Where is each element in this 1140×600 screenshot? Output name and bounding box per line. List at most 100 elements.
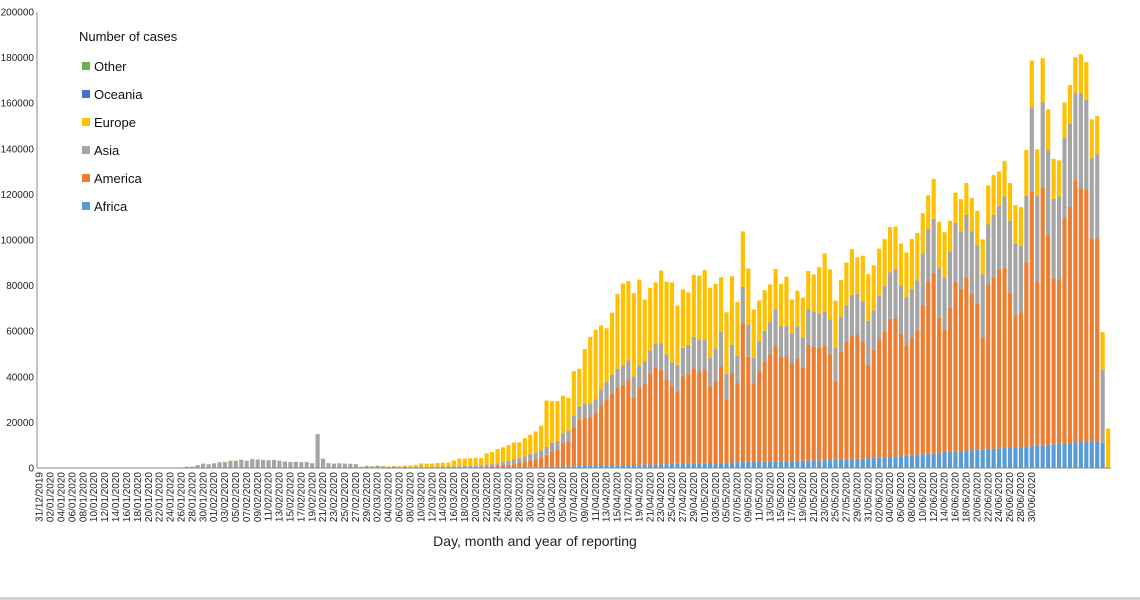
bar-segment-europe <box>1084 62 1089 101</box>
bar-segment-asia <box>997 205 1002 270</box>
bar-segment-europe <box>991 175 996 215</box>
bar-segment-asia <box>904 297 909 346</box>
bar-segment-asia <box>201 463 206 468</box>
bar-segment-europe <box>479 457 484 466</box>
bar-segment-america <box>898 333 904 457</box>
bar-segment-america <box>751 383 756 463</box>
bar-segment-america <box>778 356 784 462</box>
bar-segment-europe <box>631 293 636 377</box>
bar-segment-europe <box>789 299 794 333</box>
x-tick-label: 10/06/2020 <box>918 472 929 522</box>
y-tick-label: 40000 <box>6 372 34 383</box>
bar-segment-asia <box>708 357 713 387</box>
bar-segment-america <box>539 457 544 468</box>
x-tick-label: 03/02/2020 <box>220 472 231 522</box>
bar-segment-europe <box>702 270 707 340</box>
bar-segment-asia <box>1089 158 1094 239</box>
bar-segment-africa <box>991 448 996 468</box>
bar-segment-america <box>511 464 516 468</box>
bar-segment-america <box>631 397 636 466</box>
bar-segment-europe <box>1051 158 1056 199</box>
x-tick-label: 11/04/2020 <box>591 472 602 522</box>
bar-segment-america <box>626 380 631 466</box>
bar-segment-america <box>680 376 685 464</box>
bar-segment-asia <box>484 464 489 467</box>
bar-segment-africa <box>768 461 773 468</box>
bar-segment-america <box>1095 238 1100 442</box>
x-tick-label: 24/01/2020 <box>166 472 177 522</box>
x-tick-label: 31/12/2019 <box>35 472 46 522</box>
bar-segment-america <box>1040 187 1045 446</box>
bar-segment-america <box>757 370 762 463</box>
x-tick-label: 07/05/2020 <box>733 472 744 522</box>
bar-segment-america <box>800 367 805 461</box>
x-tick-label: 05/05/2020 <box>722 472 733 522</box>
bar-segment-africa <box>1040 445 1045 468</box>
bar-segment-africa <box>669 463 675 468</box>
bar-segment-asia <box>326 463 331 468</box>
bar-segment-africa <box>713 462 718 468</box>
bar-segment-europe <box>838 280 844 317</box>
bar-segment-asia <box>440 466 446 468</box>
bar-segment-asia <box>462 465 467 468</box>
bar-segment-asia <box>860 301 865 342</box>
bar-segment-america <box>1078 188 1083 442</box>
bar-segment-america <box>620 384 625 466</box>
bar-segment-america <box>795 358 800 461</box>
bar-segment-asia <box>402 466 407 468</box>
legend-swatch-oceania <box>82 90 90 98</box>
bar-segment-europe <box>582 348 587 404</box>
bar-segment-europe <box>1056 160 1062 197</box>
bar-segment-europe <box>926 195 931 229</box>
bar-segment-america <box>533 459 538 468</box>
bar-segment-europe <box>724 312 729 374</box>
y-axis: 0 20000 40000 60000 80000 100000 120000 140000 1… <box>1 8 38 475</box>
bar-segment-europe <box>806 271 811 310</box>
bar-segment-africa <box>680 463 685 468</box>
bar-segment-africa <box>724 462 729 468</box>
bar-segment-africa <box>729 462 735 468</box>
bar-segment-asia <box>266 460 271 468</box>
x-tick-label: 21/02/2020 <box>318 472 329 522</box>
bar-segment-america <box>588 417 593 466</box>
bar-segment-asia <box>211 463 217 468</box>
bar-segment-europe <box>757 300 762 342</box>
bar-segment-africa <box>718 463 724 468</box>
bar-segment-africa <box>937 452 942 468</box>
bar-segment-asia <box>691 336 696 369</box>
bar-segment-america <box>1084 190 1089 442</box>
x-tick-label: 04/01/2020 <box>57 472 68 522</box>
x-tick-label: 02/06/2020 <box>874 472 885 522</box>
bar-segment-africa <box>828 460 833 468</box>
bar-segment-africa <box>838 459 844 468</box>
bar-segment-europe <box>1040 58 1045 103</box>
bar-segment-america <box>1067 206 1073 443</box>
bar-segment-asia <box>877 295 882 339</box>
bar-segment-europe <box>457 458 462 467</box>
bar-segment-europe <box>1089 119 1094 159</box>
bar-segment-america <box>675 391 680 464</box>
y-tick-label: 80000 <box>6 281 34 292</box>
legend-label-other: Other <box>94 59 127 74</box>
bar-segment-europe <box>566 397 571 431</box>
bar-segment-africa <box>653 464 658 468</box>
y-tick-label: 140000 <box>1 144 35 155</box>
bar-segment-asia <box>833 348 838 381</box>
bar-segment-asia <box>310 463 315 468</box>
bar-segment-asia <box>893 269 898 318</box>
bar-segment-america <box>1046 234 1051 445</box>
bar-segment-asia <box>626 360 631 381</box>
bar-segment-europe <box>451 460 456 467</box>
bar-segment-asia <box>190 466 195 468</box>
bar-segment-africa <box>659 464 664 468</box>
bar-segment-europe <box>391 465 397 467</box>
bar-segment-asia <box>408 466 413 468</box>
bar-segment-asia <box>582 403 587 418</box>
bar-segment-asia <box>898 285 904 334</box>
x-tick-label: 20/06/2020 <box>972 472 983 522</box>
bar-segment-asia <box>424 466 429 468</box>
bar-segment-africa <box>609 465 615 468</box>
bar-segment-europe <box>691 274 696 337</box>
bar-segment-asia <box>1056 196 1062 280</box>
